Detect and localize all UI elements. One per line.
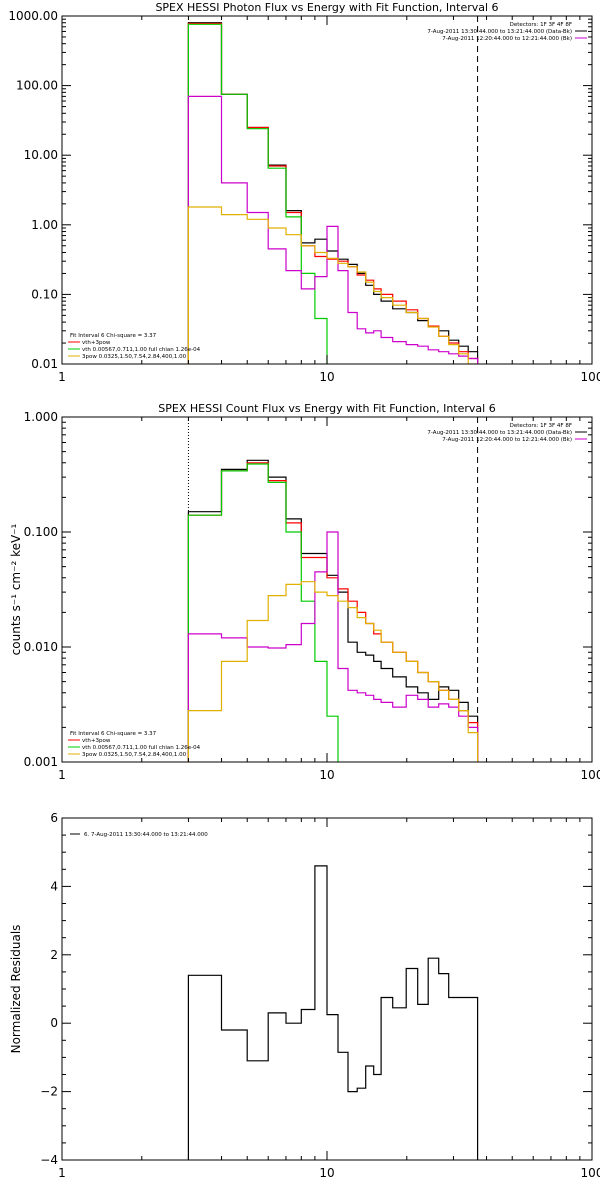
legend-top-right-entry: 7-Aug-2011 12:20:44.000 to 12:21:44.000 …	[442, 437, 572, 443]
x-tick-label: 10	[319, 370, 334, 384]
y-tick-label: 0.100	[24, 525, 58, 539]
y-tick-label: 0.01	[31, 357, 58, 371]
legend-top-right-entry: 7-Aug-2011 12:20:44.000 to 12:21:44.000 …	[442, 36, 572, 42]
series-1-histogram	[187, 462, 479, 762]
residuals-panel: Normalized Residuals 1 10 100 −4 −2 0 2 4 6 6. 7-A…	[9, 811, 600, 1180]
x-tick-label: 1	[58, 1166, 66, 1180]
y-tick-label: 0.010	[24, 640, 58, 654]
chart-title: SPEX HESSI Photon Flux vs Energy with Fi…	[155, 1, 498, 14]
y-tick-label: −4	[40, 1153, 58, 1167]
photon-flux-panel: SPEX HESSI Photon Flux vs Energy with Fi…	[8, 1, 600, 384]
legend-bottom-left-entry: vth+3pow	[82, 738, 111, 744]
y-tick-label: 1.000	[24, 410, 58, 424]
y-tick-label: −2	[40, 1085, 58, 1099]
y-tick-label: 10.00	[24, 148, 58, 162]
count-flux-panel: SPEX HESSI Count Flux vs Energy with Fit…	[9, 402, 600, 782]
y-axis-label: Normalized Residuals	[9, 925, 23, 1054]
y-tick-label: 0	[50, 1016, 58, 1030]
y-tick-label: 1000.00	[8, 9, 58, 23]
legend-top-right-entry: 7-Aug-2011 13:30:44.000 to 13:21:44.000 …	[427, 29, 572, 35]
series-0-histogram	[187, 865, 479, 1160]
series-4-histogram	[187, 581, 479, 762]
x-tick-label: 100	[581, 370, 600, 384]
legend-bottom-left-entry: vth 0.00567,0.711,1.00 full chian 1.26e-…	[82, 745, 201, 751]
legend-top-right-entry: Detectors: 1F 3F 4F 8F	[510, 22, 572, 28]
y-tick-label: 4	[50, 879, 58, 893]
series-4-histogram	[187, 206, 479, 364]
legend-bottom-left-entry: Fit Interval 6 Chi-square = 3.37	[70, 731, 157, 737]
y-tick-label: 1.00	[31, 218, 58, 232]
y-axis-label: counts s⁻¹ cm⁻² keV⁻¹	[9, 523, 23, 655]
x-tick-label: 100	[581, 768, 600, 782]
x-tick-label: 1	[58, 370, 66, 384]
y-tick-label: 6	[50, 811, 58, 825]
series-1-histogram	[187, 22, 479, 364]
chart-title: SPEX HESSI Count Flux vs Energy with Fit…	[158, 402, 495, 415]
plot-area	[187, 865, 479, 1160]
legend-bottom-left-entry: vth+3pow	[82, 340, 111, 346]
legend-bottom-left-entry: vth 0.00567,0.711,1.00 full chian 1.26e-…	[82, 347, 201, 353]
x-tick-label: 10	[319, 768, 334, 782]
x-tick-label: 10	[319, 1166, 334, 1180]
series-3-histogram	[187, 531, 479, 762]
series-2-histogram	[187, 463, 339, 762]
plot-frame	[61, 15, 593, 365]
x-tick-label: 1	[58, 768, 66, 782]
legend-bottom-left-entry: Fit Interval 6 Chi-square = 3.37	[70, 333, 157, 339]
x-tick-label: 100	[581, 1166, 600, 1180]
y-tick-label: 0.001	[24, 755, 58, 769]
y-tick-label: 100.00	[16, 79, 58, 93]
series-2-histogram	[187, 23, 328, 364]
legend-top-left-entry: 6. 7-Aug-2011 13:30:44.000 to 13:21:44.0…	[84, 832, 208, 838]
series-3-histogram	[187, 95, 479, 364]
series-0-histogram	[187, 22, 479, 364]
plot-area	[187, 417, 479, 762]
legend-top-right-entry: Detectors: 1F 3F 4F 8F	[510, 423, 572, 429]
plot-area	[187, 16, 479, 364]
legend-bottom-left-entry: 3pow 0.0325,1.50,7.54,2.84,400,1.00	[82, 354, 187, 360]
legend-bottom-left-entry: 3pow 0.0325,1.50,7.54,2.84,400,1.00	[82, 752, 187, 758]
y-tick-label: 2	[50, 948, 58, 962]
y-tick-label: 0.10	[31, 287, 58, 301]
series-0-histogram	[187, 459, 479, 762]
legend-top-right-entry: 7-Aug-2011 13:30:44.000 to 13:21:44.000 …	[427, 430, 572, 436]
